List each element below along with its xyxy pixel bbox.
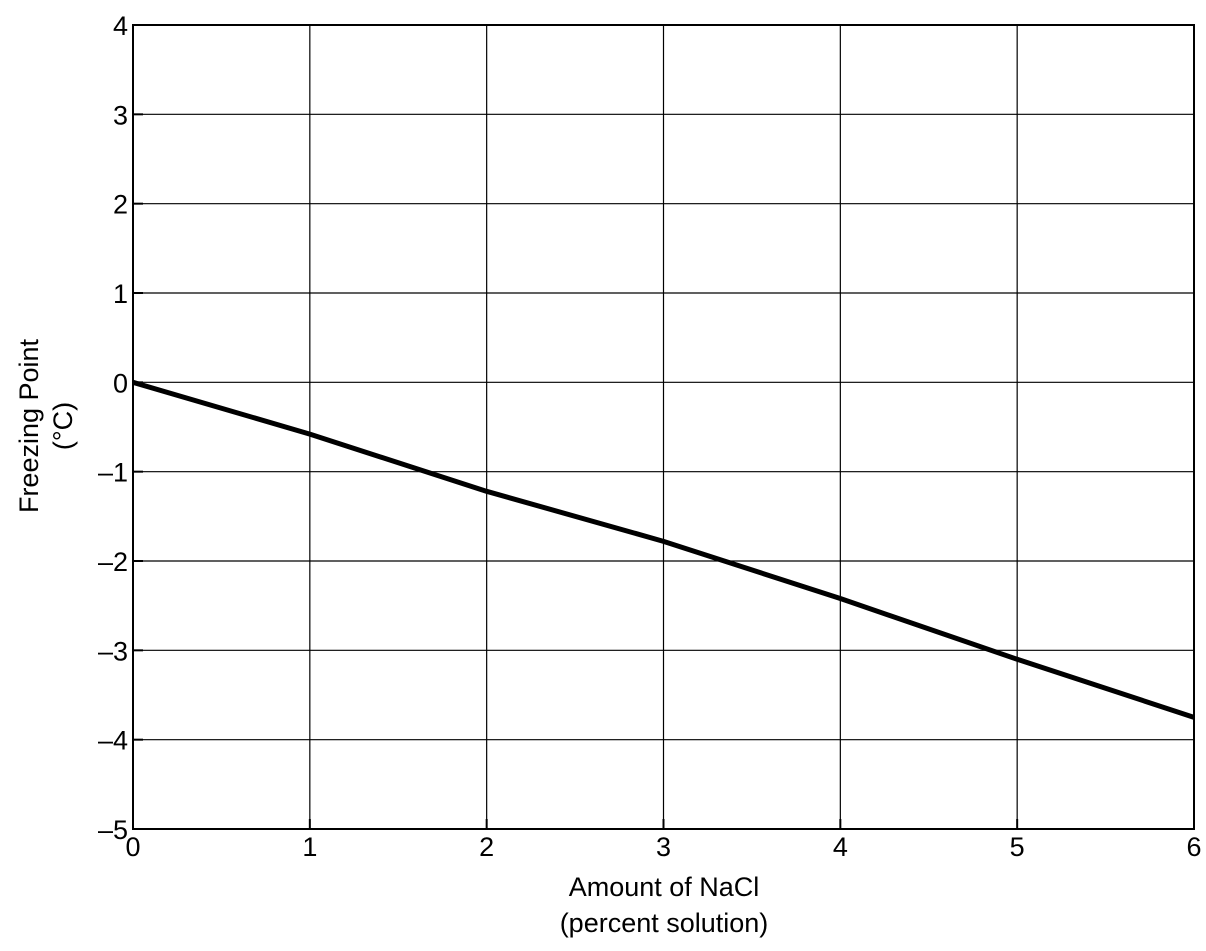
y-tick-label: –4	[98, 726, 128, 756]
x-axis-label-line1: Amount of NaCl	[569, 872, 760, 902]
y-tick-label: 1	[113, 279, 128, 309]
y-tick-label: –1	[98, 458, 128, 488]
x-tick-label: 5	[1010, 832, 1025, 862]
series-line	[132, 379, 1195, 720]
x-axis-label-line2: (percent solution)	[560, 908, 769, 938]
y-axis-ticks: –5 –4 –3 –2 –1 0 1 2 3 4	[98, 11, 143, 845]
y-tick-label: –2	[98, 547, 128, 577]
y-axis-label-line2: (°C)	[48, 402, 78, 450]
x-tick-label: 4	[833, 832, 848, 862]
y-tick-label: 0	[113, 368, 128, 398]
x-tick-label: 2	[479, 832, 494, 862]
x-tick-label: 3	[656, 832, 671, 862]
y-axis-label-line1: Freezing Point	[14, 338, 44, 513]
x-axis-ticks: 0 1 2 3 4 5 6	[125, 819, 1202, 862]
y-tick-label: –5	[98, 815, 128, 845]
x-tick-label: 1	[302, 832, 317, 862]
y-tick-label: 2	[113, 190, 128, 220]
data-series	[132, 379, 1195, 720]
y-tick-label: –3	[98, 636, 128, 666]
x-tick-label: 0	[125, 832, 140, 862]
y-tick-label: 3	[113, 100, 128, 130]
y-tick-label: 4	[113, 11, 128, 41]
x-tick-label: 6	[1186, 832, 1201, 862]
